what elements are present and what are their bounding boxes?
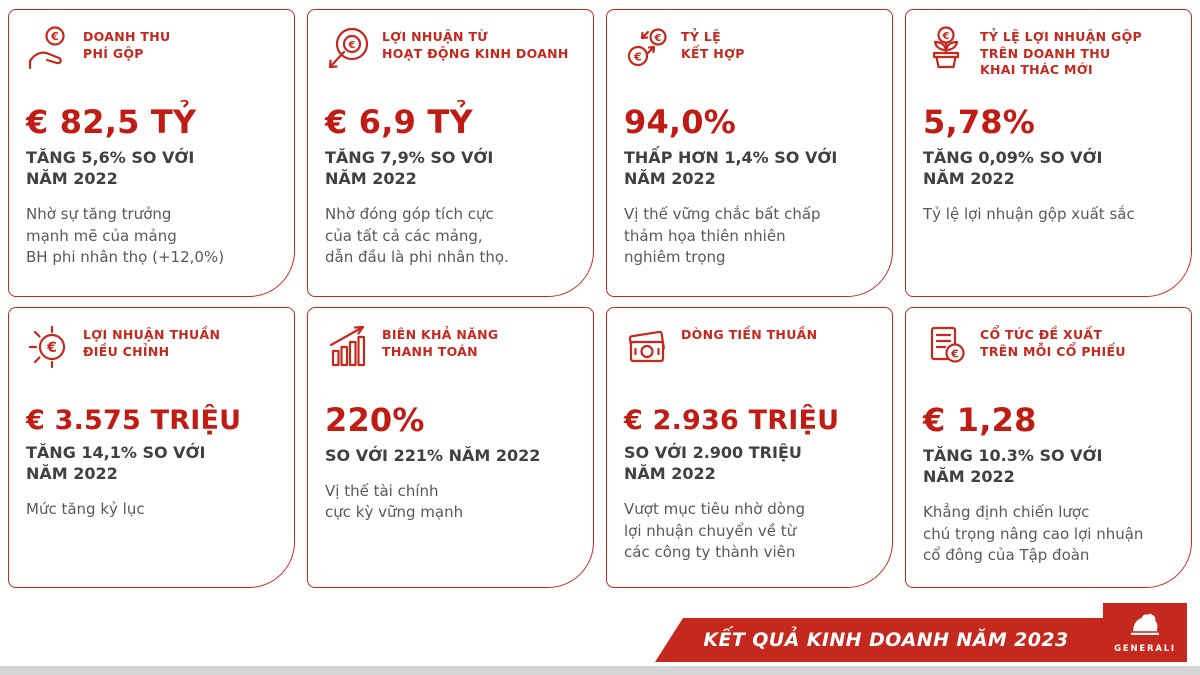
card-value: 220% — [325, 401, 425, 439]
card-description: Vị thế tài chính cực kỳ vững mạnh — [325, 482, 464, 522]
card-change: TĂNG 10.3% SO VỚI NĂM 2022 — [923, 446, 1103, 487]
card-description: Nhờ đóng góp tích cực của tất cả các mản… — [325, 205, 509, 266]
svg-text:€: € — [46, 340, 57, 356]
footer-strip — [0, 666, 1200, 675]
card-header: € TỶ LỆ LỢI NHUẬN GỘP TRÊN DOANH THU KHA… — [923, 25, 1174, 87]
card-solvency-ratio: BIÊN KHẢ NĂNG THANH TOÁN 220% SO VỚI 221… — [307, 307, 594, 588]
banknotes-icon — [624, 323, 670, 369]
target-euro-icon: € — [325, 25, 371, 71]
shining-euro-icon: € — [26, 323, 72, 369]
card-title: BIÊN KHẢ NĂNG THANH TOÁN — [382, 327, 499, 359]
card-value: € 6,9 TỶ — [325, 103, 473, 141]
card-header: € LỢI NHUẬN THUẦN ĐIỀU CHỈNH — [26, 323, 277, 385]
card-gross-written-premium: € DOANH THU PHÍ GỘP € 82,5 TỶ TĂNG 5,6% … — [8, 9, 295, 297]
card-description: Nhờ sự tăng trưởng mạnh mẽ của mảng BH p… — [26, 205, 225, 266]
card-header: € € TỶ LỆ KẾT HỢP — [624, 25, 875, 87]
card-title: DOANH THU PHÍ GỘP — [83, 29, 171, 61]
card-title: DÒNG TIỀN THUẦN — [681, 327, 818, 342]
svg-text:€: € — [348, 40, 356, 51]
card-value: 5,78% — [923, 103, 1036, 141]
card-new-business-margin: € TỶ LỆ LỢI NHUẬN GỘP TRÊN DOANH THU KHA… — [905, 9, 1192, 297]
euro-exchange-icon: € € — [624, 25, 670, 71]
card-value: 94,0% — [624, 103, 737, 141]
card-change: TĂNG 0,09% SO VỚI NĂM 2022 — [923, 148, 1103, 189]
card-value: € 1,28 — [923, 401, 1037, 439]
card-description: Vượt mục tiêu nhờ dòng lợi nhuận chuyển … — [624, 500, 805, 561]
card-title: CỔ TỨC ĐỀ XUẤT TRÊN MỖI CỔ PHIẾU — [980, 327, 1126, 359]
card-operating-result: € LỢI NHUẬN TỪ HOẠT ĐỘNG KINH DOANH € 6,… — [307, 9, 594, 297]
metrics-grid: € DOANH THU PHÍ GỘP € 82,5 TỶ TĂNG 5,6% … — [8, 9, 1192, 588]
bar-chart-icon — [325, 323, 371, 369]
card-title: LỢI NHUẬN TỪ HOẠT ĐỘNG KINH DOANH — [382, 29, 569, 61]
card-title: TỶ LỆ LỢI NHUẬN GỘP TRÊN DOANH THU KHAI … — [980, 29, 1142, 77]
svg-text:€: € — [50, 30, 59, 43]
card-header: € CỔ TỨC ĐỀ XUẤT TRÊN MỖI CỔ PHIẾU — [923, 323, 1174, 385]
generali-logo: GENERALI — [1103, 603, 1187, 662]
card-adjusted-net-result: € LỢI NHUẬN THUẦN ĐIỀU CHỈNH € 3.575 TRI… — [8, 307, 295, 588]
card-change: TĂNG 14,1% SO VỚI NĂM 2022 — [26, 443, 206, 484]
card-description: Vị thế vững chắc bất chấp thảm họa thiên… — [624, 205, 821, 266]
card-dividend-per-share: € CỔ TỨC ĐỀ XUẤT TRÊN MỖI CỔ PHIẾU € 1,2… — [905, 307, 1192, 588]
banner-title: KẾT QUẢ KINH DOANH NĂM 2023 — [703, 629, 1069, 651]
results-banner: KẾT QUẢ KINH DOANH NĂM 2023 — [655, 618, 1103, 662]
card-title: TỶ LỆ KẾT HỢP — [681, 29, 745, 61]
card-change: TĂNG 5,6% SO VỚI NĂM 2022 — [26, 148, 195, 189]
logo-brand-text: GENERALI — [1114, 644, 1176, 654]
card-header: BIÊN KHẢ NĂNG THANH TOÁN — [325, 323, 576, 385]
card-title: LỢI NHUẬN THUẦN ĐIỀU CHỈNH — [83, 327, 221, 359]
card-header: DÒNG TIỀN THUẦN — [624, 323, 875, 385]
card-header: € LỢI NHUẬN TỪ HOẠT ĐỘNG KINH DOANH — [325, 25, 576, 87]
svg-text:€: € — [633, 51, 642, 64]
lion-emblem-icon — [1126, 611, 1164, 642]
card-combined-ratio: € € TỶ LỆ KẾT HỢP 94,0% THẤP HƠN 1,4% SO… — [606, 9, 893, 297]
card-net-cash-flow: DÒNG TIỀN THUẦN € 2.936 TRIỆU SO VỚI 2.9… — [606, 307, 893, 588]
card-value: € 82,5 TỶ — [26, 103, 197, 141]
svg-text:€: € — [950, 348, 959, 361]
plant-euro-icon: € — [923, 25, 969, 71]
card-description: Khẳng định chiến lược chú trọng nâng cao… — [923, 503, 1144, 564]
card-header: € DOANH THU PHÍ GỘP — [26, 25, 277, 87]
card-description: Mức tăng kỷ lục — [26, 500, 145, 519]
svg-text:€: € — [654, 33, 662, 44]
card-change: SO VỚI 221% NĂM 2022 — [325, 446, 541, 465]
card-value: € 2.936 TRIỆU — [624, 405, 840, 436]
card-value: € 3.575 TRIỆU — [26, 405, 242, 436]
card-change: SO VỚI 2.900 TRIỆU NĂM 2022 — [624, 443, 802, 484]
card-description: Tỷ lệ lợi nhuận gộp xuất sắc — [923, 205, 1135, 224]
card-change: TĂNG 7,9% SO VỚI NĂM 2022 — [325, 148, 494, 189]
svg-text:€: € — [942, 31, 950, 42]
hand-euro-icon: € — [26, 25, 72, 71]
card-change: THẤP HƠN 1,4% SO VỚI NĂM 2022 — [624, 148, 838, 189]
document-euro-icon: € — [923, 323, 969, 369]
